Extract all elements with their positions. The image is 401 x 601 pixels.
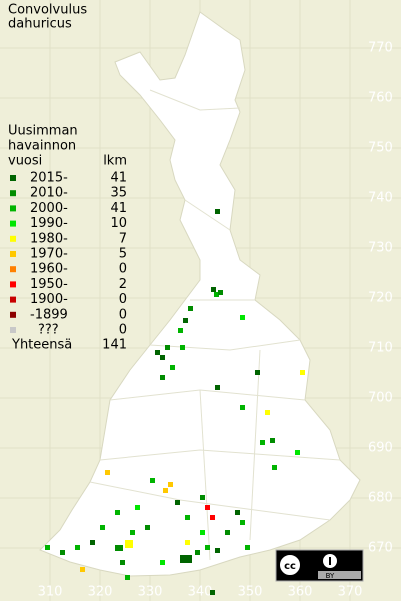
easting-label: 370 <box>338 585 363 600</box>
northing-label: 670 <box>368 541 393 556</box>
legend-swatch <box>10 327 16 333</box>
legend-swatch <box>10 175 16 181</box>
northing-label: 750 <box>368 141 393 156</box>
legend-count: 35 <box>110 186 127 201</box>
easting-label: 320 <box>88 585 113 600</box>
license-badge: cc BY <box>275 549 364 582</box>
legend-count: 2 <box>119 277 127 292</box>
svg-text:cc: cc <box>284 561 296 572</box>
legend-count: 0 <box>119 262 127 277</box>
northing-label: 740 <box>368 191 393 206</box>
legend-count: 10 <box>110 216 127 231</box>
legend-count: 5 <box>119 247 127 262</box>
legend-swatch <box>10 266 16 273</box>
legend-count-heading: lkm <box>103 154 127 169</box>
northing-label: 690 <box>368 441 393 456</box>
legend-swatch <box>10 220 16 227</box>
northing-label: 720 <box>368 291 393 306</box>
legend-count: 0 <box>119 292 127 307</box>
legend-label: 1960- <box>30 262 68 277</box>
legend-label: 1950- <box>30 277 68 292</box>
easting-label: 330 <box>138 585 163 600</box>
legend-label: 2010- <box>30 186 68 201</box>
legend-label: ??? <box>38 323 59 338</box>
legend-swatch <box>10 281 16 288</box>
easting-label: 350 <box>238 585 263 600</box>
legend-swatch <box>10 311 16 318</box>
license-label: BY <box>326 572 335 580</box>
legend-swatch <box>10 251 16 257</box>
legend-total-label: Yhteensä <box>11 338 72 353</box>
legend-label: 2015- <box>30 171 68 186</box>
legend-label: 1970- <box>30 247 68 262</box>
easting-label: 340 <box>188 585 213 600</box>
legend-heading: havainnon <box>8 139 76 154</box>
easting-label: 360 <box>288 585 313 600</box>
finland-outline <box>39 11 361 577</box>
legend-count: 41 <box>110 201 127 216</box>
northing-label: 710 <box>368 341 393 356</box>
legend-count: 7 <box>119 231 127 246</box>
legend-label: -1899 <box>30 307 68 322</box>
legend-heading: vuosi <box>8 154 42 169</box>
legend-total: 141 <box>102 338 127 353</box>
title-line: Convolvulus <box>8 3 87 18</box>
legend-label: 1900- <box>30 292 68 307</box>
northing-label: 730 <box>368 241 393 256</box>
northing-label: 700 <box>368 391 393 406</box>
legend-swatch <box>10 190 16 197</box>
northing-label: 680 <box>368 491 393 506</box>
northing-label: 770 <box>368 41 393 56</box>
easting-label: 310 <box>38 585 63 600</box>
legend-count: 0 <box>119 307 127 322</box>
occurrence-dots <box>45 209 305 595</box>
legend-label: 1990- <box>30 216 68 231</box>
legend-swatch <box>10 235 16 242</box>
legend-swatch <box>10 205 16 212</box>
title-line: dahuricus <box>8 17 72 32</box>
legend-label: 2000- <box>30 201 68 216</box>
northing-label: 760 <box>368 91 393 106</box>
legend-label: 1980- <box>30 231 68 246</box>
legend-swatch <box>10 296 16 303</box>
legend: 2015- 41 2010- 35 2000- 41 1990- 10 1980- 7 1970- 5… <box>10 171 127 338</box>
legend-heading: Uusimman <box>8 124 78 139</box>
legend-count: 0 <box>119 323 127 338</box>
legend-count: 41 <box>110 171 127 186</box>
